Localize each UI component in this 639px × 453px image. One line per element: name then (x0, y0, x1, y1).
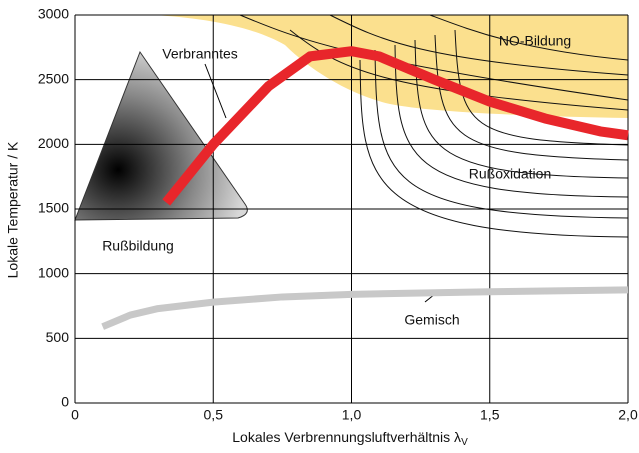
series-label: Gemisch (404, 312, 459, 328)
x-tick-label: 0,5 (204, 407, 224, 423)
x-tick-label: 0 (71, 407, 79, 423)
annotation: Rußoxidation (469, 166, 552, 182)
x-axis-label-sub: V (461, 437, 468, 448)
y-tick-label: 500 (46, 329, 70, 345)
series-line (101, 286, 629, 330)
x-tick-label: 1,5 (480, 407, 500, 423)
series-line (162, 46, 629, 206)
x-axis-label-main: Lokales Verbrennungsluftverhältnis λ (232, 429, 461, 445)
y-tick-label: 2000 (38, 135, 69, 151)
annotation: NO-Bildung (499, 33, 571, 49)
y-tick-label: 1000 (38, 264, 69, 280)
series-label: Verbranntes (162, 46, 238, 62)
x-axis-label: Lokales Verbrennungsluftverhältnis λV (232, 429, 468, 448)
pointer (204, 63, 227, 119)
y-tick-label: 3000 (38, 6, 69, 22)
y-axis-label: Lokale Temperatur / K (5, 141, 21, 278)
y-tick-label: 0 (61, 394, 69, 410)
contours (239, 14, 629, 238)
y-tick-label: 1500 (38, 200, 69, 216)
x-tick-label: 1,0 (342, 407, 362, 423)
y-tick-label: 2500 (38, 70, 69, 86)
x-tick-label: 2,0 (618, 407, 638, 423)
soot-triangle (74, 50, 248, 221)
annotation: Rußbildung (102, 238, 174, 254)
